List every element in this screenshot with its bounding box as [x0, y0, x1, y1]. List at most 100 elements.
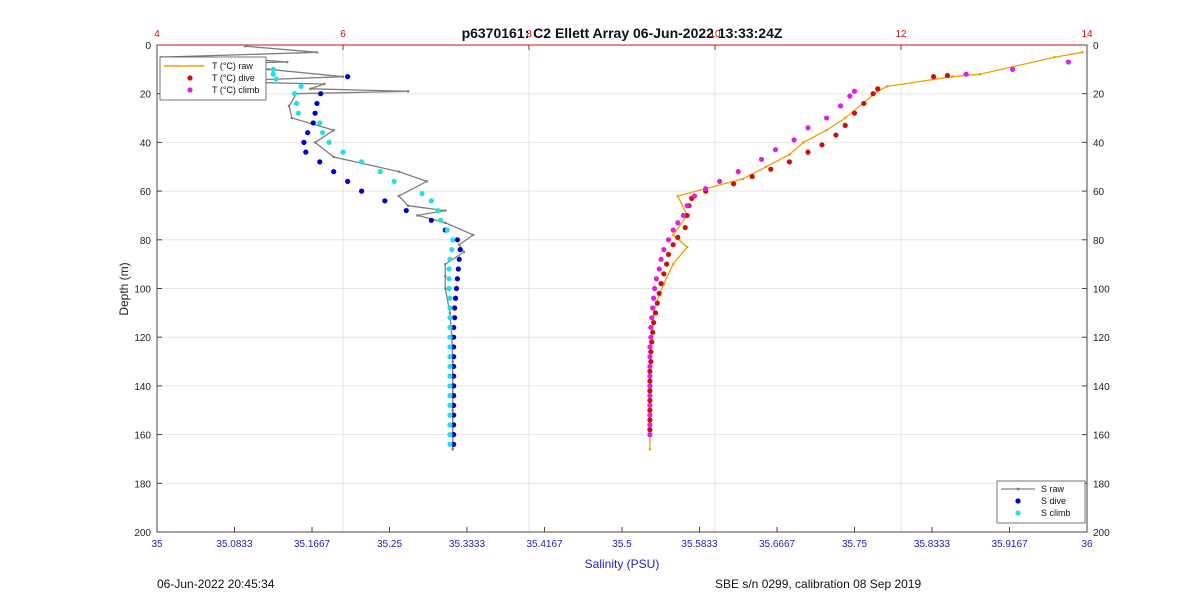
data-point-s-climb [447, 315, 453, 321]
data-point-t-c-raw [676, 194, 680, 198]
data-point-t-c-climb [680, 212, 686, 219]
data-point-s-raw [267, 68, 270, 71]
data-point-s-climb [446, 266, 452, 272]
data-point-s-climb [447, 393, 453, 399]
data-point-t-c-dive [749, 173, 755, 180]
data-point-s-dive [453, 285, 460, 292]
data-point-t-c-raw [764, 165, 768, 169]
data-point-s-climb [447, 256, 453, 262]
data-point-s-climb [319, 130, 326, 136]
legend-label-t-climb: T (°C) climb [212, 85, 259, 95]
data-point-s-dive [312, 110, 318, 116]
data-point-s-climb [428, 198, 434, 204]
y-axis-label: Depth (m) [117, 262, 131, 315]
data-point-s-climb [438, 217, 444, 223]
data-point-s-raw [444, 275, 447, 278]
legend-marker-t-dive [187, 75, 193, 81]
data-point-t-c-dive [805, 149, 811, 155]
data-point-s-climb [446, 285, 452, 292]
footer-calibration: SBE s/n 0299, calibration 08 Sep 2019 [715, 577, 921, 591]
data-point-t-c-climb [648, 334, 654, 340]
data-point-s-dive [428, 217, 434, 223]
data-point-t-c-climb [684, 203, 690, 209]
data-point-s-dive [452, 315, 458, 321]
data-point-s-dive [451, 363, 457, 370]
data-point-s-raw [332, 155, 336, 159]
data-point-t-c-climb [653, 276, 660, 282]
data-point-s-climb [447, 402, 453, 408]
data-point-t-c-dive [647, 388, 653, 394]
data-point-t-c-dive [851, 110, 858, 116]
data-point-t-c-dive [658, 281, 664, 287]
legend-temperature: T (°C) raw T (°C) dive T (°C) climb [159, 56, 267, 101]
x-tick-label: 35.75 [842, 539, 867, 550]
data-point-t-c-dive [647, 407, 653, 413]
data-point-t-c-dive [684, 212, 690, 219]
x-tick-label: 35.5833 [681, 539, 718, 550]
data-point-s-raw [309, 87, 312, 91]
y-tick-label-right: 0 [1093, 41, 1099, 52]
data-point-s-raw [290, 116, 294, 120]
legend-label-t-raw: T (°C) raw [212, 61, 253, 71]
data-point-s-climb [447, 295, 453, 301]
y-tick-label-right: 160 [1093, 431, 1110, 442]
data-point-s-dive [318, 91, 324, 97]
data-point-t-c-raw [671, 262, 675, 266]
data-point-t-c-dive [654, 300, 660, 306]
data-point-s-climb [326, 139, 332, 145]
data-point-s-climb [377, 169, 383, 175]
data-point-t-c-dive [675, 234, 681, 240]
data-point-t-c-dive [670, 242, 676, 248]
y-tick-label-left: 0 [145, 41, 151, 52]
data-point-t-c-dive [648, 358, 654, 365]
data-point-t-c-raw [648, 447, 652, 451]
legend-temperature-box [159, 56, 267, 101]
data-point-t-c-climb [772, 147, 779, 153]
legend-marker-s-dive [1015, 498, 1021, 504]
data-point-s-climb [391, 178, 397, 184]
data-point-t-c-climb [665, 237, 672, 243]
data-point-s-dive [451, 383, 457, 389]
y-tick-label-left: 120 [134, 333, 151, 344]
y-tick-label-right: 20 [1093, 90, 1105, 101]
data-point-s-climb [270, 66, 276, 72]
data-point-s-raw [425, 180, 429, 183]
data-point-s-dive [451, 412, 457, 418]
data-point-t-c-dive [786, 159, 793, 165]
data-point-s-climb [317, 120, 323, 126]
data-point-s-climb [447, 412, 453, 418]
data-point-s-raw [406, 89, 410, 93]
x-tick-label: 35.6667 [759, 539, 796, 550]
data-point-t-c-dive [833, 132, 839, 138]
y-tick-label-left: 200 [134, 528, 151, 539]
data-point-t-c-climb [647, 383, 653, 389]
legend-marker-s-climb [1015, 510, 1021, 516]
data-point-s-raw [332, 128, 336, 132]
data-point-t-c-dive [682, 225, 688, 231]
chart-title: p6370161: C2 Ellett Array 06-Jun-2022 13… [462, 25, 783, 41]
x2-tick-label: 10 [709, 29, 721, 40]
data-point-t-c-climb [647, 363, 653, 370]
data-point-t-c-climb [735, 169, 741, 175]
data-point-s-raw [397, 194, 401, 198]
data-point-t-c-raw [825, 128, 828, 132]
data-point-s-dive [457, 246, 463, 253]
data-point-t-c-climb [649, 315, 655, 321]
data-point-t-c-dive [819, 142, 825, 148]
data-point-s-dive [345, 178, 351, 184]
data-point-s-climb [273, 76, 279, 82]
x-tick-label: 35.0833 [216, 539, 253, 550]
data-point-s-dive [454, 237, 460, 243]
data-point-s-dive [317, 159, 323, 165]
data-point-t-c-dive [842, 122, 848, 128]
data-point-s-climb [447, 441, 453, 447]
data-point-t-c-raw [1053, 55, 1056, 59]
data-point-t-c-climb [661, 246, 667, 253]
data-point-s-raw [416, 214, 419, 217]
legend-label-s-dive: S dive [1041, 496, 1066, 506]
data-point-t-c-dive [649, 339, 655, 345]
data-point-t-c-climb [647, 402, 653, 408]
data-point-s-raw [341, 75, 345, 78]
data-point-t-c-raw [685, 245, 689, 249]
y-tick-label-right: 80 [1093, 236, 1105, 247]
